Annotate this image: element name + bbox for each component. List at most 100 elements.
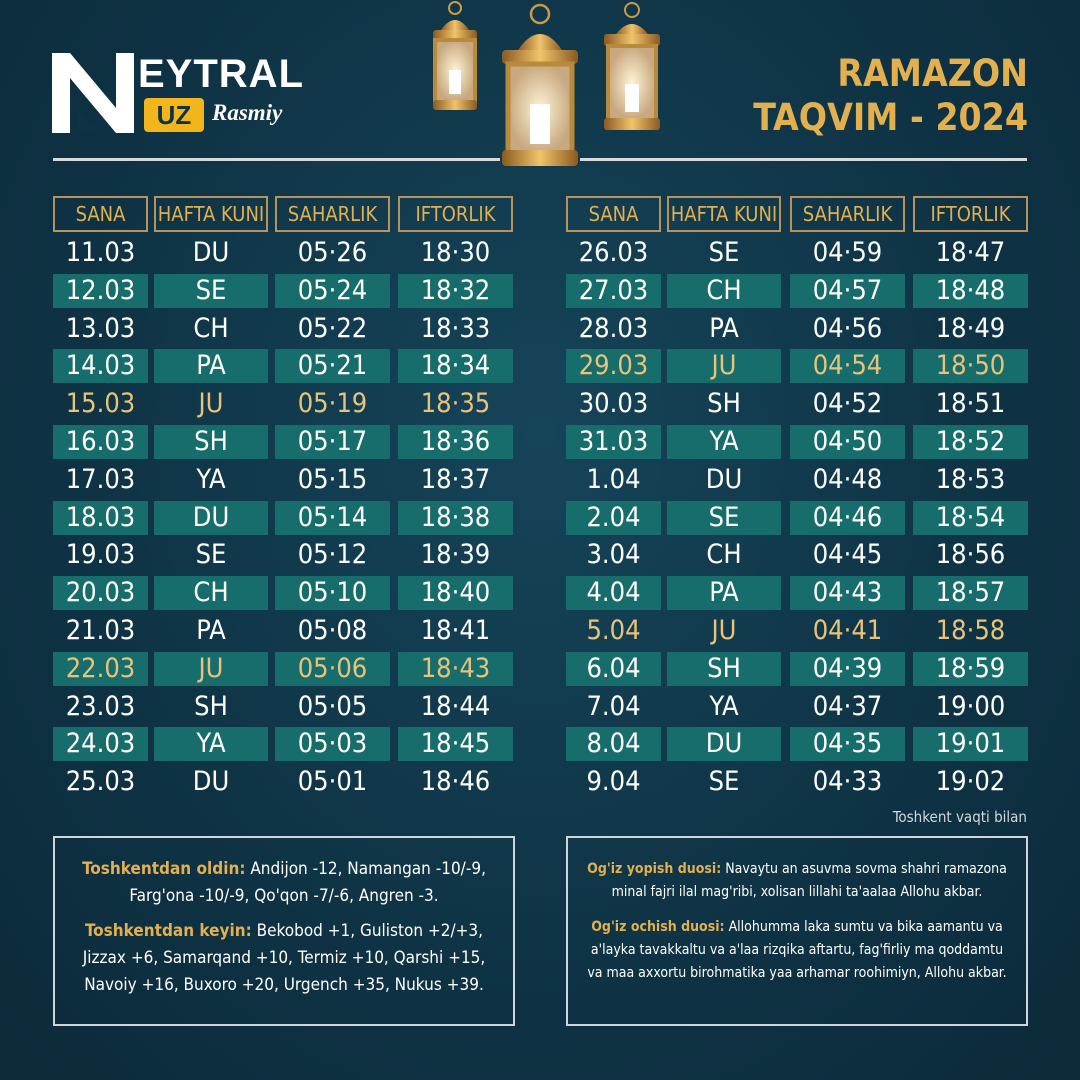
dua-ochish: Og'iz ochish duosi: Allohumma laka sumtu… [584, 916, 1010, 985]
weekday-cell: YA [709, 690, 739, 722]
table-row: 29.03 JU 04·54 18·50 [566, 349, 1028, 385]
before-label: Toshkentdan oldin: [82, 859, 246, 879]
saharlik-cell: 04·43 [790, 576, 905, 611]
date-cell: 28.03 [578, 312, 649, 344]
table-row: 22.03 JU 05·06 18·43 [53, 651, 513, 688]
saharlik-cell: 05·05 [297, 690, 368, 722]
table-row: 19.03 SE 05·12 18·39 [53, 538, 513, 574]
weekday-cell: PA [709, 312, 739, 344]
region-offsets-box: Toshkentdan oldin: Andijon -12, Namangan… [53, 836, 515, 1026]
table-row: 13.03 CH 05·22 18·33 [53, 312, 513, 348]
header-iftorlik: IFTORLIK [913, 196, 1028, 232]
iftorlik-cell: 18·57 [913, 576, 1028, 611]
table-row: 24.03 YA 05·03 18·45 [53, 727, 513, 763]
saharlik-cell: 05·26 [297, 237, 368, 268]
table-row: 8.04 DU 04·35 19·01 [566, 727, 1028, 763]
weekday-cell: JU [198, 388, 224, 420]
weekday-cell: SE [195, 539, 227, 571]
date-cell: 12.03 [53, 273, 148, 308]
saharlik-cell: 04·56 [812, 312, 883, 344]
saharlik-cell: 05·24 [275, 273, 390, 308]
brand-badge: UZ [144, 98, 204, 132]
brand-word: EYTRAL [138, 52, 304, 96]
iftorlik-cell: 18·43 [398, 651, 513, 686]
dua-yopish-label: Og'iz yopish duosi: [587, 861, 722, 877]
iftorlik-cell: 18·40 [398, 576, 513, 611]
table-row: 30.03 SH 04·52 18·51 [566, 387, 1028, 423]
date-cell: 23.03 [65, 690, 136, 722]
table-row: 16.03 SH 05·17 18·36 [53, 425, 513, 461]
before-text: Andijon -12, Namangan -10/-9, Farg'ona -… [129, 859, 486, 906]
date-cell: 25.03 [65, 766, 136, 798]
weekday-cell: CH [154, 576, 268, 611]
dua-yopish: Og'iz yopish duosi: Navaytu an asuvma so… [584, 858, 1010, 904]
iftorlik-cell: 18·35 [420, 388, 491, 420]
date-cell: 17.03 [65, 463, 136, 495]
iftorlik-cell: 18·51 [935, 388, 1006, 420]
date-cell: 11.03 [65, 237, 136, 268]
header-saharlik: SAHARLIK [275, 196, 390, 232]
iftorlik-cell: 18·39 [420, 539, 491, 571]
saharlik-cell: 05·22 [297, 312, 368, 344]
saharlik-cell: 05·12 [297, 539, 368, 571]
iftorlik-cell: 18·50 [913, 349, 1028, 384]
saharlik-cell: 04·57 [790, 273, 905, 308]
date-cell: 22.03 [53, 651, 148, 686]
date-cell: 9.04 [586, 766, 641, 798]
iftorlik-cell: 18·30 [420, 237, 491, 268]
date-cell: 15.03 [65, 388, 136, 420]
date-cell: 8.04 [566, 727, 661, 762]
date-cell: 19.03 [65, 539, 136, 571]
saharlik-cell: 04·52 [812, 388, 883, 420]
table-row: 31.03 YA 04·50 18·52 [566, 425, 1028, 461]
table-row: 18.03 DU 05·14 18·38 [53, 500, 513, 537]
saharlik-cell: 05·08 [297, 615, 368, 646]
date-cell: 13.03 [65, 312, 136, 344]
date-cell: 27.03 [566, 273, 661, 308]
weekday-cell: SH [667, 651, 781, 686]
table-row: 9.04 SE 04·33 19·02 [566, 765, 1028, 801]
weekday-cell: PA [154, 349, 268, 384]
iftorlik-cell: 18·48 [913, 273, 1028, 308]
date-cell: 4.04 [566, 576, 661, 611]
title-line-1: RAMAZON [837, 52, 1028, 95]
table-row: 2.04 SE 04·46 18·54 [566, 500, 1028, 537]
iftorlik-cell: 18·44 [420, 690, 491, 722]
saharlik-cell: 04·37 [812, 690, 883, 722]
weekday-cell: DU [192, 766, 230, 798]
weekday-cell: SE [708, 237, 740, 268]
saharlik-cell: 04·59 [812, 237, 883, 268]
iftorlik-cell: 18·59 [913, 651, 1028, 686]
after-label: Toshkentdan keyin: [84, 921, 252, 941]
saharlik-cell: 04·50 [790, 425, 905, 459]
iftorlik-cell: 18·53 [935, 463, 1006, 495]
table-row: 1.04 DU 04·48 18·53 [566, 463, 1028, 499]
dua-ochish-label: Og'iz ochish duosi: [591, 919, 725, 935]
weekday-cell: SH [154, 425, 268, 459]
weekday-cell: PA [196, 615, 226, 646]
iftorlik-cell: 18·56 [935, 539, 1006, 571]
date-cell: 14.03 [53, 349, 148, 384]
table-row: 28.03 PA 04·56 18·49 [566, 312, 1028, 348]
weekday-cell: DU [705, 463, 743, 495]
saharlik-cell: 04·35 [790, 727, 905, 762]
weekday-cell: JU [711, 615, 737, 646]
dua-ochish-text: Allohumma laka sumtu va bika aamantu va … [587, 919, 1007, 981]
iftorlik-cell: 18·36 [398, 425, 513, 459]
table-row: 27.03 CH 04·57 18·48 [566, 273, 1028, 310]
saharlik-cell: 05·19 [297, 388, 368, 420]
weekday-cell: SE [708, 766, 740, 798]
weekday-cell: SH [707, 388, 741, 420]
saharlik-cell: 05·17 [275, 425, 390, 459]
date-cell: 7.04 [586, 690, 641, 722]
iftorlik-cell: 18·47 [935, 237, 1006, 268]
table-row: 14.03 PA 05·21 18·34 [53, 349, 513, 385]
header-hafta-kuni: HAFTA KUNI [667, 196, 781, 232]
weekday-cell: JU [154, 651, 268, 686]
date-cell: 3.04 [586, 539, 641, 571]
date-cell: 26.03 [578, 237, 649, 268]
saharlik-cell: 05·10 [275, 576, 390, 611]
weekday-cell: DU [667, 727, 781, 762]
weekday-cell: PA [667, 576, 781, 611]
weekday-cell: DU [154, 500, 268, 535]
